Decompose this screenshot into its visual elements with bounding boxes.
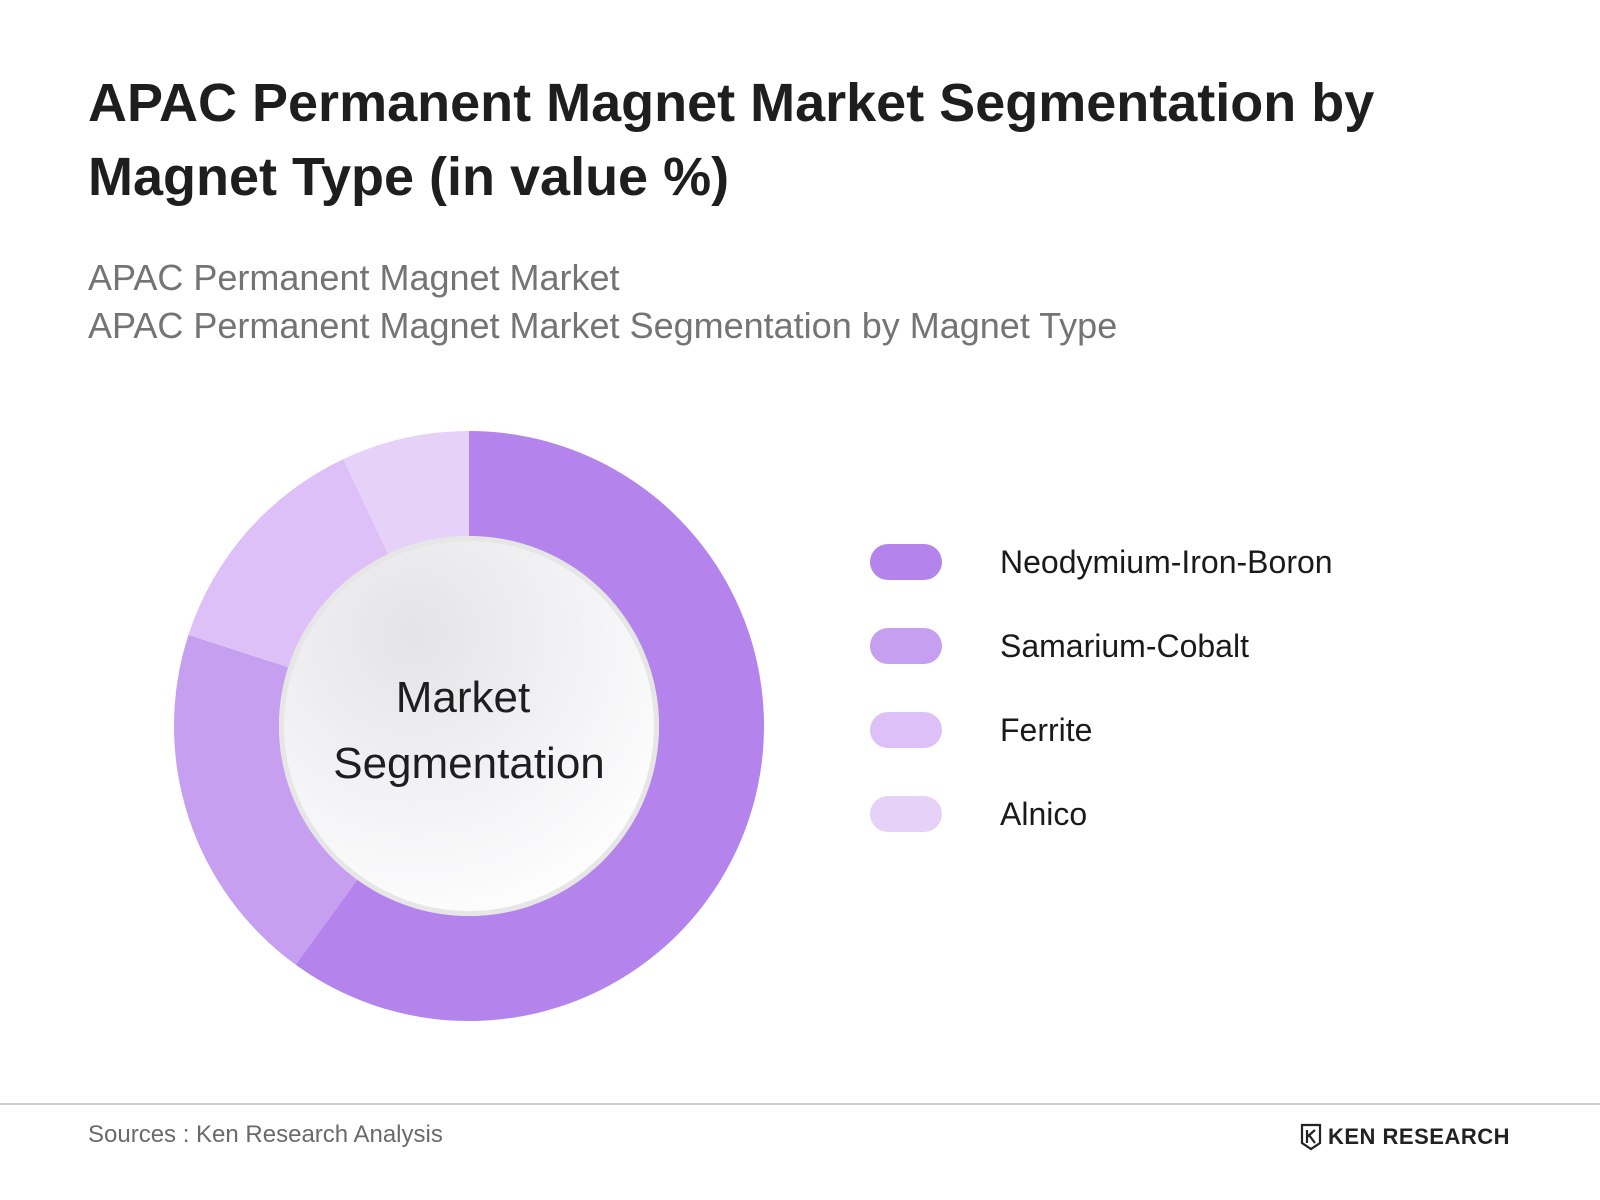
- center-label-line-2: Segmentation: [333, 739, 605, 788]
- slice-neodymium-iron-boron: [295, 431, 764, 1021]
- legend-label-samarium: Samarium-Cobalt: [1000, 627, 1249, 664]
- donut-center-disk: [284, 541, 654, 911]
- subtitle-market: APAC Permanent Magnet Market: [88, 257, 620, 298]
- sources-note: Sources : Ken Research Analysis: [88, 1121, 443, 1148]
- legend-swatch-samarium: [870, 628, 942, 664]
- legend-swatch-alnico: [870, 796, 942, 832]
- subtitle-block: APAC Permanent Magnet Market APAC Perman…: [88, 254, 1508, 350]
- footer-divider: [0, 1103, 1600, 1105]
- legend-item: Alnico: [870, 772, 1333, 856]
- legend-label-ferrite: Ferrite: [1000, 711, 1093, 748]
- slice-ferrite: [188, 459, 389, 668]
- ken-research-logo-text: KEN RESEARCH: [1327, 1124, 1510, 1149]
- legend-item: Samarium-Cobalt: [870, 604, 1333, 688]
- legend-item: Neodymium-Iron-Boron: [870, 520, 1333, 604]
- legend-label-neodymium: Neodymium-Iron-Boron: [1000, 543, 1333, 580]
- ken-research-logo: KEN RESEARCH: [1300, 1123, 1510, 1151]
- legend-item: Ferrite: [870, 688, 1333, 772]
- legend-label-alnico: Alnico: [1000, 795, 1088, 832]
- legend-swatch-neodymium: [870, 544, 942, 580]
- slice-samarium-cobalt: [173, 634, 358, 965]
- legend-swatch-ferrite: [870, 712, 942, 748]
- center-label-line-1: Market: [396, 673, 530, 722]
- donut-slices: [173, 431, 764, 1021]
- subtitle-segmentation: APAC Permanent Magnet Market Segmentatio…: [88, 305, 1118, 346]
- chart-legend: Neodymium-Iron-Boron Samarium-Cobalt Fer…: [870, 520, 1333, 856]
- ken-research-logo-icon: [1300, 1123, 1322, 1151]
- chart-title: APAC Permanent Magnet Market Segmentatio…: [88, 73, 1375, 207]
- slice-alnico: [343, 431, 469, 555]
